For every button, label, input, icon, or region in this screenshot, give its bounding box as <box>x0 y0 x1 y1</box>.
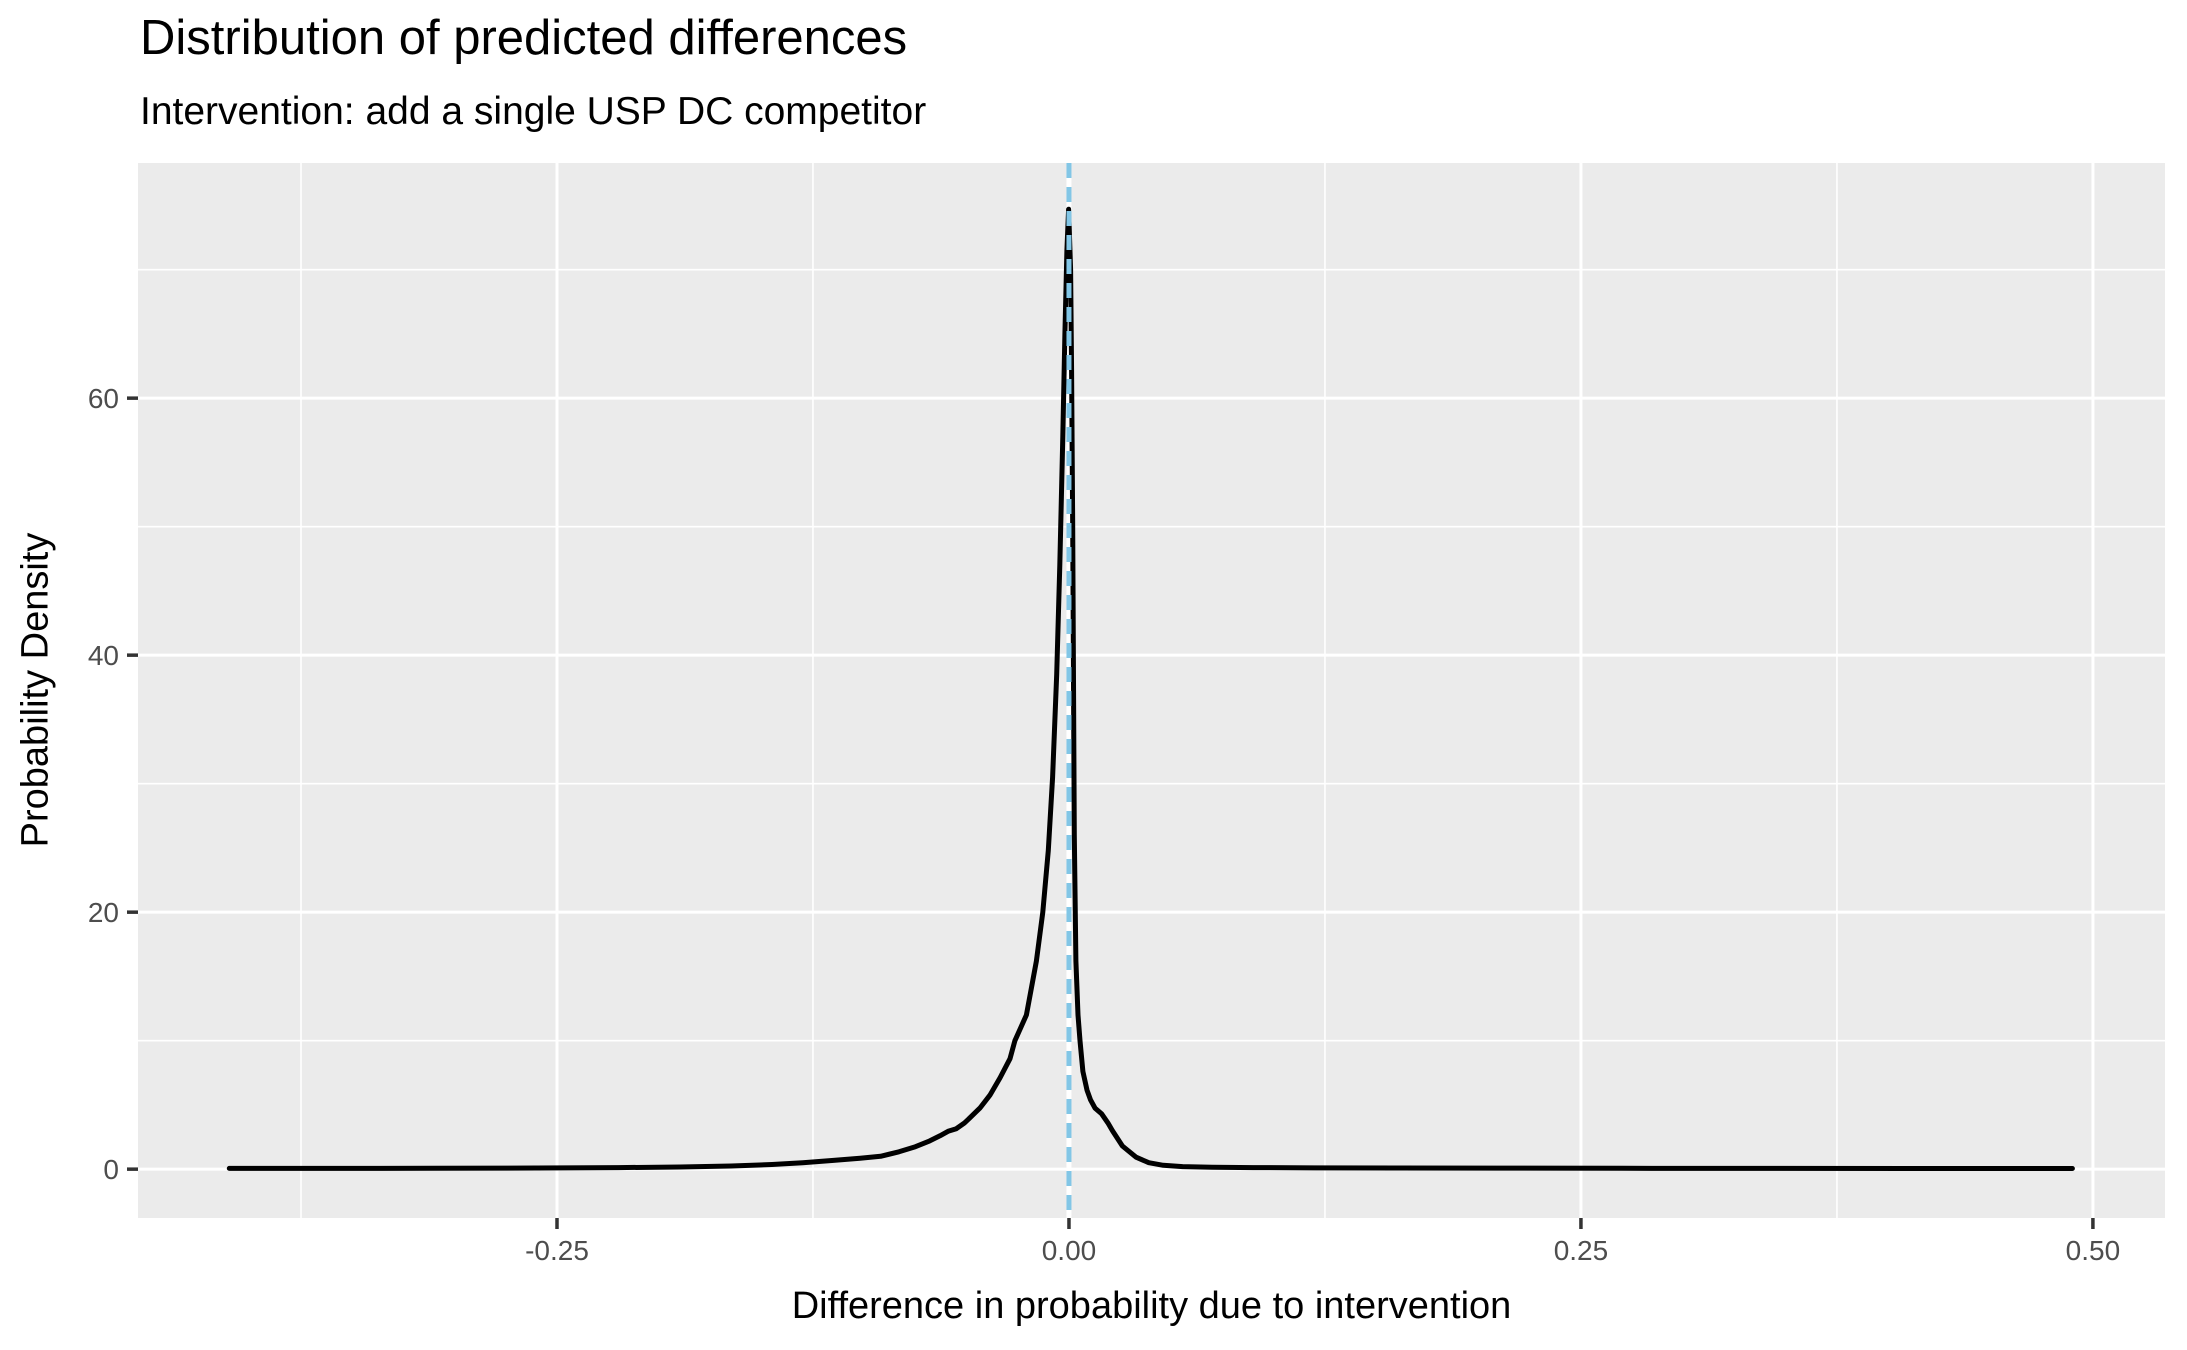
x-tick-label: 0.25 <box>1554 1235 1609 1266</box>
y-tick-label: 40 <box>88 640 119 671</box>
x-tick-label: 0.50 <box>2066 1235 2121 1266</box>
y-axis-title: Probability Density <box>14 532 57 848</box>
y-tick-label: 20 <box>88 897 119 928</box>
chart-subtitle: Intervention: add a single USP DC compet… <box>140 90 927 133</box>
x-axis-title: Difference in probability due to interve… <box>791 1285 1512 1327</box>
y-tick-label: 60 <box>88 383 119 414</box>
density-curve <box>226 206 2075 1171</box>
y-tick-label: 0 <box>103 1154 119 1185</box>
x-tick-label: -0.25 <box>525 1235 589 1266</box>
panel-background <box>138 163 2165 1218</box>
chart-title: Distribution of predicted differences <box>140 11 908 65</box>
x-tick-label: 0.00 <box>1042 1235 1097 1266</box>
